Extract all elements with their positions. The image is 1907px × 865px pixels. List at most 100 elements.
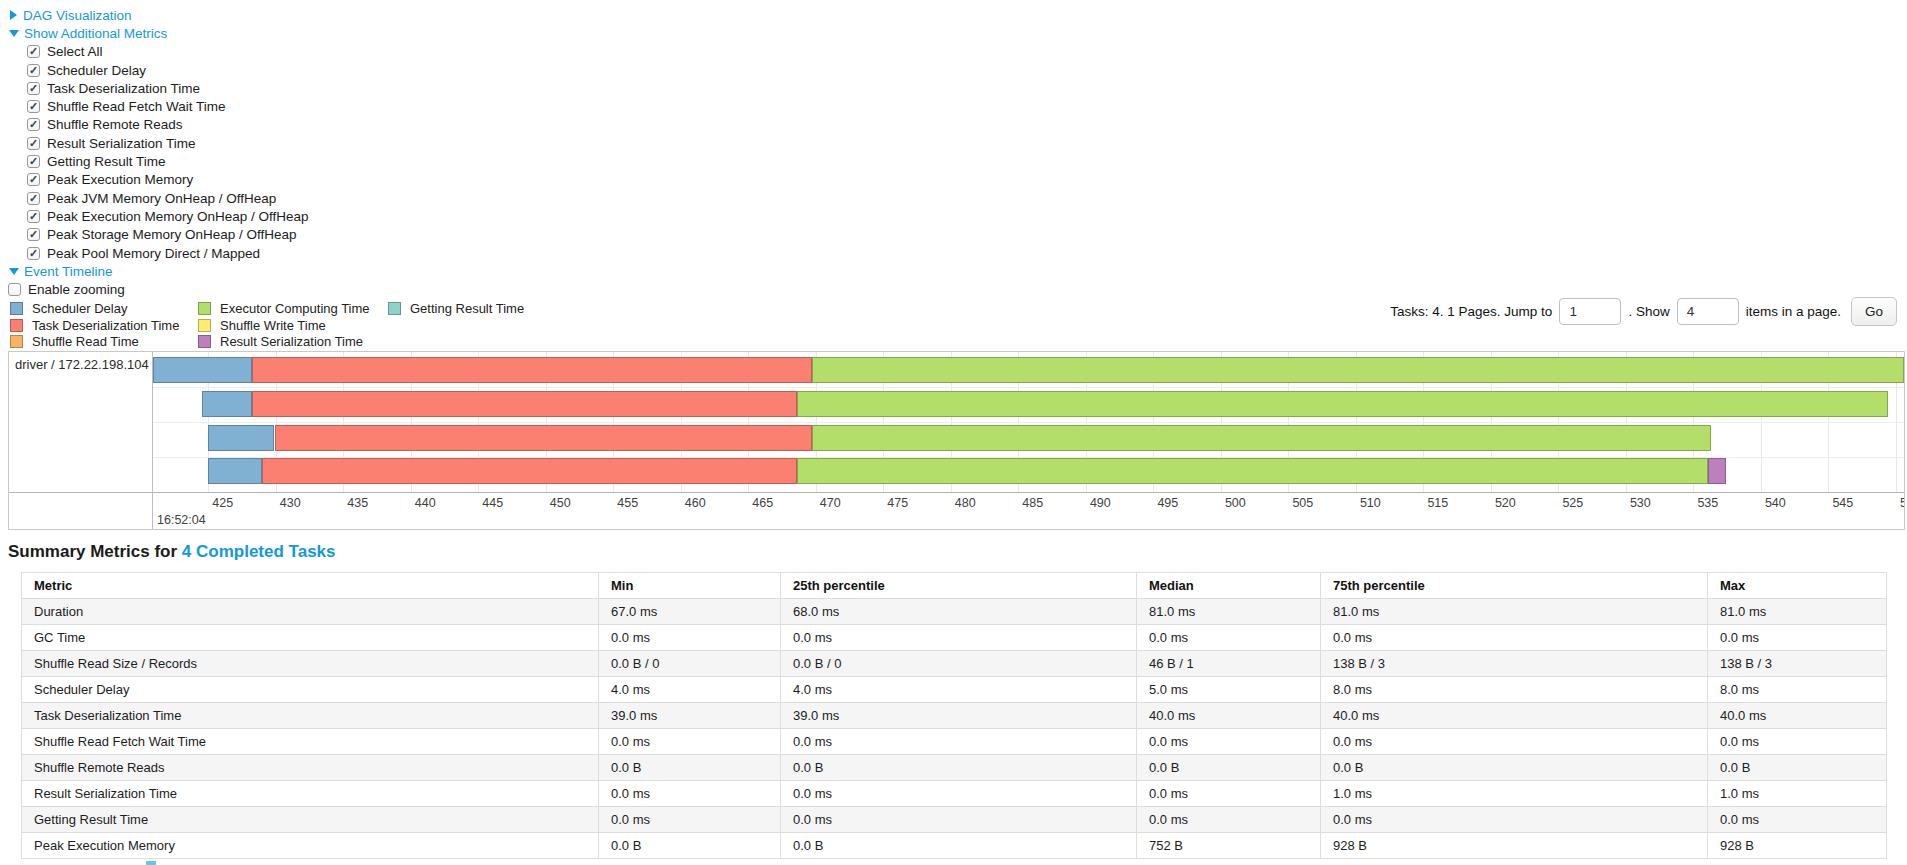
metric-checkbox-row[interactable]: Task Deserialization Time — [27, 79, 309, 97]
metric-checkbox-label: Peak Execution Memory — [47, 172, 193, 187]
summary-table-row: Scheduler Delay4.0 ms4.0 ms5.0 ms8.0 ms8… — [22, 677, 1887, 703]
metric-checkbox-row[interactable]: Getting Result Time — [27, 152, 309, 170]
metric-checkbox-row[interactable]: Result Serialization Time — [27, 134, 309, 152]
enable-zooming-checkbox[interactable] — [8, 283, 21, 296]
dag-visualization-link[interactable]: DAG Visualization — [23, 8, 132, 23]
metric-value-cell: 0.0 ms — [1137, 781, 1321, 807]
executor-label: driver / 172.22.198.104 — [9, 352, 152, 377]
task-2-executor-computing-bar[interactable] — [812, 425, 1711, 451]
time-axis-tick-label: 430 — [280, 496, 301, 510]
summary-table-body: Duration67.0 ms68.0 ms81.0 ms81.0 ms81.0… — [22, 599, 1887, 859]
metric-checkbox[interactable] — [27, 247, 40, 260]
metric-value-cell: 0.0 ms — [1321, 625, 1708, 651]
metric-value-cell: 0.0 ms — [1137, 807, 1321, 833]
metric-checkbox[interactable] — [27, 45, 40, 58]
summary-heading-prefix: Summary Metrics for — [8, 542, 182, 561]
metric-name-cell: Task Deserialization Time — [22, 703, 599, 729]
event-timeline-chart: driver / 172.22.198.104 16:52:04 4254304… — [8, 351, 1905, 530]
task-3-scheduler-delay-bar[interactable] — [208, 458, 262, 484]
metric-checkbox[interactable] — [27, 173, 40, 186]
show-additional-metrics-toggle[interactable]: Show Additional Metrics — [8, 24, 309, 42]
metric-value-cell: 0.0 ms — [1321, 729, 1708, 755]
completed-tasks-link[interactable]: 4 Completed Tasks — [182, 542, 336, 561]
legend-label: Result Serialization Time — [220, 334, 363, 349]
metric-value-cell: 928 B — [1321, 833, 1708, 859]
summary-metrics-table: MetricMin25th percentileMedian75th perce… — [21, 572, 1887, 859]
items-per-page-input[interactable] — [1677, 298, 1739, 325]
shuffle-write-swatch-icon — [198, 319, 211, 332]
time-axis-tick-label: 525 — [1562, 496, 1583, 510]
metric-checkbox-row[interactable]: Peak JVM Memory OnHeap / OffHeap — [27, 189, 309, 207]
summary-table-row: GC Time0.0 ms0.0 ms0.0 ms0.0 ms0.0 ms — [22, 625, 1887, 651]
task-0-task-deserialization-bar[interactable] — [252, 357, 812, 383]
metric-checkbox-label: Peak Pool Memory Direct / Mapped — [47, 246, 260, 261]
time-axis-tick-label: 450 — [550, 496, 571, 510]
metric-checkbox[interactable] — [27, 210, 40, 223]
task-1-scheduler-delay-bar[interactable] — [202, 391, 252, 417]
scheduler-delay-swatch-icon — [10, 302, 23, 315]
metric-value-cell: 1.0 ms — [1708, 781, 1887, 807]
metric-checkbox[interactable] — [27, 64, 40, 77]
metric-checkbox-row[interactable]: Scheduler Delay — [27, 61, 309, 79]
metric-value-cell: 0.0 ms — [599, 625, 781, 651]
metric-checkbox[interactable] — [27, 82, 40, 95]
time-axis-tick-label: 475 — [887, 496, 908, 510]
time-axis-tick-label: 520 — [1495, 496, 1516, 510]
metric-value-cell: 0.0 ms — [781, 781, 1137, 807]
event-timeline-link[interactable]: Event Timeline — [24, 264, 113, 279]
event-timeline-toggle[interactable]: Event Timeline — [8, 262, 309, 280]
stage-controls: DAG Visualization Show Additional Metric… — [8, 6, 309, 299]
metric-checkbox[interactable] — [27, 100, 40, 113]
metric-checkbox[interactable] — [27, 155, 40, 168]
task-2-task-deserialization-bar[interactable] — [275, 425, 812, 451]
metric-checkbox[interactable] — [27, 192, 40, 205]
dag-visualization-toggle[interactable]: DAG Visualization — [8, 6, 309, 24]
task-0-executor-computing-bar[interactable] — [812, 357, 1904, 383]
metric-value-cell: 0.0 ms — [1137, 625, 1321, 651]
time-axis-tick-label: 460 — [685, 496, 706, 510]
enable-zooming-label: Enable zooming — [28, 282, 125, 297]
metric-checkbox-label: Scheduler Delay — [47, 63, 146, 78]
legend-item: Shuffle Read Time — [10, 333, 198, 350]
metric-value-cell: 0.0 ms — [599, 807, 781, 833]
metric-name-cell: Shuffle Read Size / Records — [22, 651, 599, 677]
legend-item: Executor Computing Time — [198, 300, 388, 317]
time-axis-tick-label: 435 — [347, 496, 368, 510]
summary-table-row: Task Deserialization Time39.0 ms39.0 ms4… — [22, 703, 1887, 729]
time-axis-tick-label: 540 — [1765, 496, 1786, 510]
legend-item: Scheduler Delay — [10, 300, 198, 317]
metric-value-cell: 1.0 ms — [1321, 781, 1708, 807]
task-3-executor-computing-bar[interactable] — [797, 458, 1708, 484]
metric-value-cell: 4.0 ms — [599, 677, 781, 703]
time-axis-tick-label: 455 — [617, 496, 638, 510]
metric-checkbox-row[interactable]: Peak Storage Memory OnHeap / OffHeap — [27, 226, 309, 244]
jump-to-page-input[interactable] — [1559, 298, 1621, 325]
go-button[interactable]: Go — [1851, 297, 1897, 326]
summary-column-header: 75th percentile — [1321, 573, 1708, 599]
task-1-executor-computing-bar[interactable] — [797, 391, 1888, 417]
show-additional-metrics-link[interactable]: Show Additional Metrics — [24, 26, 167, 41]
task-2-scheduler-delay-bar[interactable] — [208, 425, 274, 451]
metric-checkbox-row[interactable]: Peak Pool Memory Direct / Mapped — [27, 244, 309, 262]
task-1-task-deserialization-bar[interactable] — [252, 391, 797, 417]
metric-value-cell: 46 B / 1 — [1137, 651, 1321, 677]
metric-checkbox[interactable] — [27, 118, 40, 131]
summary-metrics-heading: Summary Metrics for 4 Completed Tasks — [8, 542, 336, 562]
metric-checkbox-row[interactable]: Shuffle Read Fetch Wait Time — [27, 97, 309, 115]
metric-checkbox-row[interactable]: Peak Execution Memory OnHeap / OffHeap — [27, 207, 309, 225]
task-0-scheduler-delay-bar[interactable] — [153, 357, 252, 383]
metric-checkbox[interactable] — [27, 228, 40, 241]
metric-checkbox-row[interactable]: Select All — [27, 43, 309, 61]
metric-checkbox-row[interactable]: Shuffle Remote Reads — [27, 116, 309, 134]
summary-table-row: Getting Result Time0.0 ms0.0 ms0.0 ms0.0… — [22, 807, 1887, 833]
metric-value-cell: 138 B / 3 — [1321, 651, 1708, 677]
metric-value-cell: 0.0 B — [781, 755, 1137, 781]
metric-checkbox-row[interactable]: Peak Execution Memory — [27, 171, 309, 189]
summary-table-row: Peak Execution Memory0.0 B0.0 B752 B928 … — [22, 833, 1887, 859]
task-3-task-deserialization-bar[interactable] — [262, 458, 797, 484]
task-3-result-serialization-bar[interactable] — [1708, 458, 1726, 484]
summary-column-header: 25th percentile — [781, 573, 1137, 599]
metric-checkbox[interactable] — [27, 137, 40, 150]
enable-zooming-row[interactable]: Enable zooming — [8, 280, 309, 298]
executor-label-column: driver / 172.22.198.104 — [9, 352, 153, 529]
